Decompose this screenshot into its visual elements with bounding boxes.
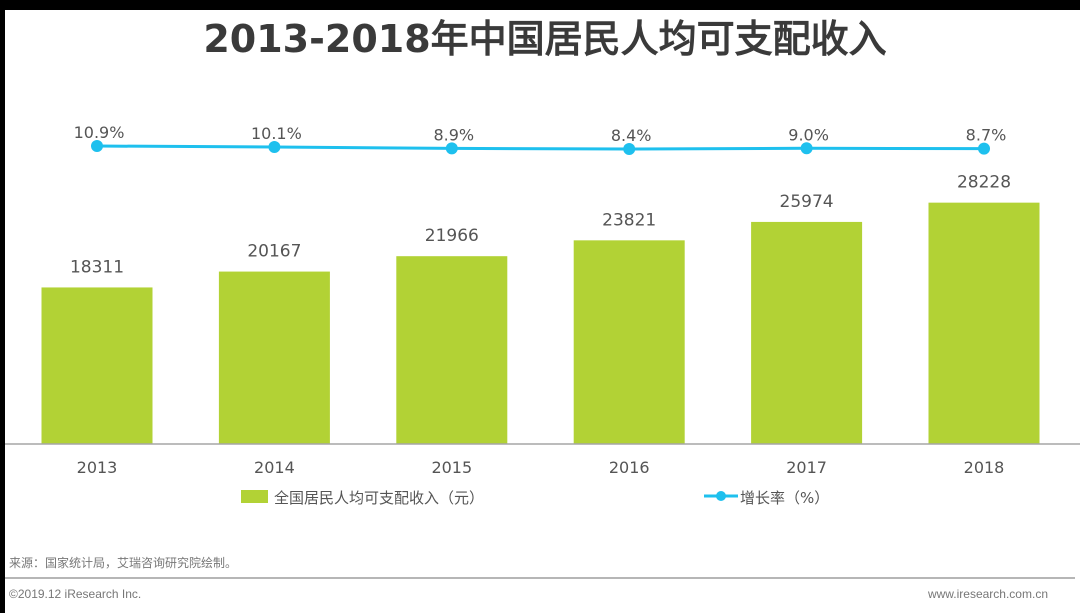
bar-2015 — [396, 256, 508, 444]
legend-bar-swatch — [241, 490, 268, 503]
legend-line-label: 增长率（%） — [740, 489, 829, 507]
growth-point-2013 — [91, 140, 103, 153]
bar-2017 — [751, 221, 863, 444]
x-tick-label-2017: 2017 — [786, 458, 827, 477]
x-tick-label-2016: 2016 — [609, 458, 650, 477]
bar-value-label-2015: 21966 — [425, 226, 479, 246]
footer-copyright: ©2019.12 iResearch Inc. — [9, 587, 141, 601]
bar-value-label-2016: 23821 — [602, 210, 656, 230]
source-note: 来源：国家统计局，艾瑞咨询研究院绘制。 — [9, 555, 237, 570]
bar-value-label-2013: 18311 — [70, 257, 124, 277]
footer-website[interactable]: www.iresearch.com.cn — [927, 587, 1048, 601]
bar-value-label-2014: 20167 — [247, 242, 301, 262]
bar-value-labels: 18311 20167 21966 23821 25974 28228 — [70, 173, 1011, 278]
growth-line — [96, 144, 985, 151]
growth-value-label-2015: 8.9% — [433, 125, 474, 144]
bar-2018 — [928, 202, 1040, 444]
growth-point-2015 — [445, 142, 458, 155]
chart-title: 2013-2018年中国居民人均可支配收入 — [203, 17, 886, 61]
legend-line-marker — [716, 491, 726, 501]
x-tick-label-2014: 2014 — [254, 458, 295, 477]
x-tick-labels: 2013 2014 2015 2016 2017 2018 — [77, 458, 1005, 477]
bar-2014 — [218, 271, 330, 444]
growth-value-label-2014: 10.1% — [251, 124, 302, 143]
x-tick-label-2018: 2018 — [964, 458, 1005, 477]
growth-line-series — [91, 140, 990, 156]
growth-value-label-2017: 9.0% — [788, 125, 829, 144]
legend-bar-label: 全国居民人均可支配收入（元） — [274, 489, 484, 507]
x-tick-label-2015: 2015 — [431, 458, 472, 477]
bar-2013 — [41, 287, 153, 444]
legend: 全国居民人均可支配收入（元） 增长率（%） — [241, 489, 829, 507]
growth-point-2016 — [623, 143, 636, 156]
slide-background — [5, 10, 1080, 613]
growth-value-label-2016: 8.4% — [611, 126, 652, 145]
bar-2016 — [573, 240, 685, 444]
growth-value-labels: 10.9% 10.1% 8.9% 8.4% 9.0% 8.7% — [74, 123, 1007, 145]
bar-value-label-2017: 25974 — [780, 192, 834, 212]
growth-value-label-2013: 10.9% — [74, 123, 125, 142]
bar-value-label-2018: 28228 — [957, 173, 1011, 193]
growth-point-2018 — [978, 142, 990, 155]
x-tick-label-2013: 2013 — [77, 458, 118, 477]
growth-point-2017 — [800, 142, 813, 155]
growth-value-label-2018: 8.7% — [966, 126, 1007, 145]
bar-series — [41, 202, 1040, 444]
growth-point-2014 — [268, 140, 281, 153]
